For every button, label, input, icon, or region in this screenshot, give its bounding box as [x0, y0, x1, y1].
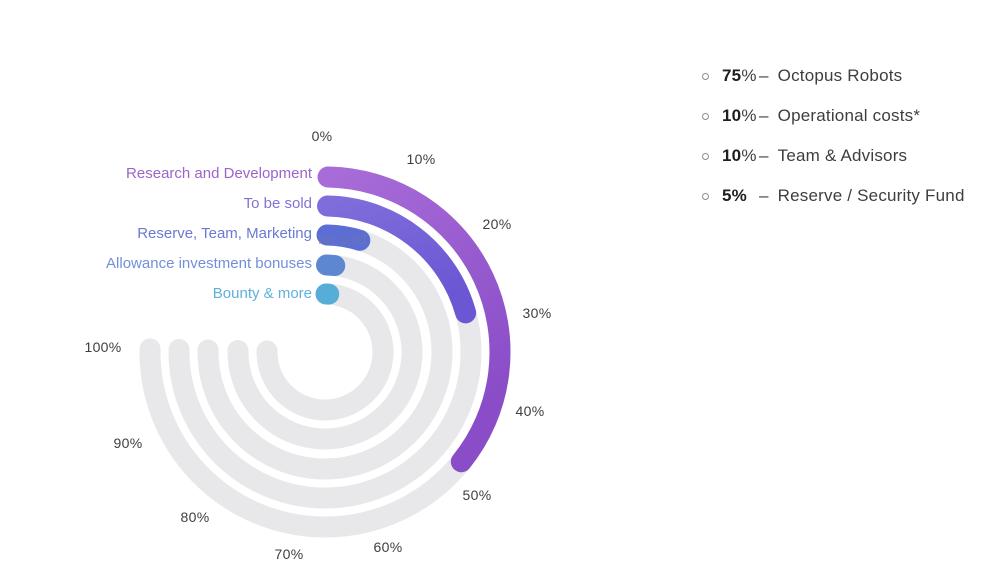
chart-track [227, 254, 423, 450]
tick-label-20: 20% [482, 216, 512, 232]
bullet-icon [702, 152, 709, 160]
value-arc-1[interactable] [317, 195, 477, 324]
legend-label: Reserve / Security Fund [777, 186, 965, 205]
value-arc-0[interactable] [317, 166, 511, 473]
category-label-to-be-sold: To be sold [243, 195, 312, 212]
category-label-reserve-team-marketing: Reserve, Team, Marketing [137, 225, 312, 242]
tick-label-80: 80% [180, 509, 210, 525]
legend-item: 10% – Operational costs* [702, 96, 965, 136]
legend: 75% – Octopus Robots 10% – Operational c… [702, 56, 965, 216]
legend-value: 10% [722, 146, 757, 165]
category-label-allowance-bonuses: Allowance investment bonuses [106, 255, 312, 272]
tick-label-60: 60% [373, 539, 403, 555]
bullet-icon [702, 192, 709, 200]
tick-label-10: 10% [406, 151, 436, 167]
legend-dash: – [759, 66, 769, 85]
legend-value: 5% [722, 186, 747, 205]
legend-value: 75% [722, 66, 757, 85]
legend-item: 5% – Reserve / Security Fund [702, 176, 965, 216]
tick-label-30: 30% [522, 305, 552, 321]
legend-label: Team & Advisors [777, 146, 908, 165]
legend-value: 10% [722, 106, 757, 125]
chart-track [197, 224, 453, 480]
legend-dash: – [759, 106, 769, 125]
legend-item: 10% – Team & Advisors [702, 136, 965, 176]
legend-item: 75% – Octopus Robots [702, 56, 965, 96]
tick-label-0: 0% [311, 128, 333, 144]
legend-dash: – [759, 146, 769, 165]
chart-track [256, 283, 394, 421]
tick-label-70: 70% [274, 546, 304, 562]
legend-label: Octopus Robots [777, 66, 903, 85]
bullet-icon [702, 112, 709, 120]
value-arc-3[interactable] [316, 254, 346, 277]
tick-label-100: 100% [84, 339, 122, 355]
tick-label-50: 50% [462, 487, 492, 503]
category-label-bounty-more: Bounty & more [212, 285, 312, 302]
legend-label: Operational costs* [777, 106, 921, 125]
bullet-icon [702, 72, 709, 80]
tick-label-40: 40% [515, 403, 545, 419]
legend-dash: – [759, 186, 769, 205]
ghost-text-artifact: be sold [318, 231, 367, 248]
value-arc-2[interactable] [316, 224, 371, 251]
category-label-research-development: Research and Development [126, 165, 312, 182]
tick-label-90: 90% [113, 435, 143, 451]
